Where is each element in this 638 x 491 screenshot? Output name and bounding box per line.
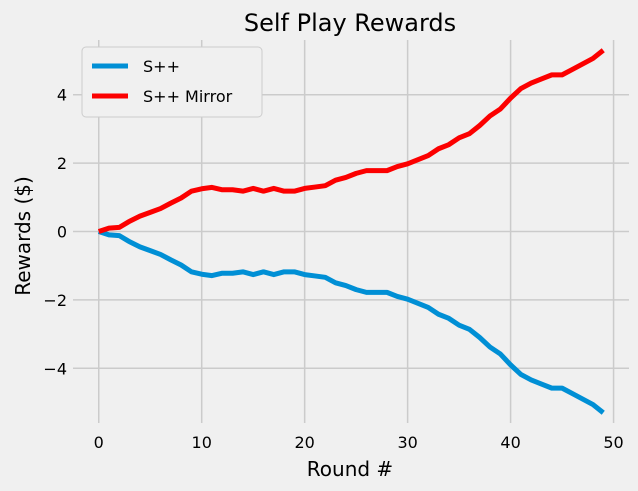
x-tick-label: 0 xyxy=(94,433,104,452)
legend-label-s-plus-plus: S++ xyxy=(143,57,180,76)
x-axis-label: Round # xyxy=(307,457,393,481)
series-line-s-plus-plus-mirror xyxy=(97,48,605,234)
series-line-s-plus-plus xyxy=(97,229,605,415)
y-tick-label: 4 xyxy=(57,86,67,105)
legend: S++ S++ Mirror xyxy=(81,46,263,118)
x-tick-label: 10 xyxy=(192,433,212,452)
y-tick-label: −4 xyxy=(43,359,67,378)
legend-label-s-plus-plus-mirror: S++ Mirror xyxy=(143,87,233,106)
grid xyxy=(73,40,629,423)
x-tick-label: 20 xyxy=(294,433,314,452)
x-tick-labels: 0 10 20 30 40 50 xyxy=(94,433,624,452)
x-tick-label: 50 xyxy=(603,433,623,452)
y-tick-label: 0 xyxy=(57,223,67,242)
y-tick-labels: −4 −2 0 2 4 xyxy=(43,86,67,379)
y-tick-label: 2 xyxy=(57,154,67,173)
y-tick-label: −2 xyxy=(43,291,67,310)
x-tick-label: 30 xyxy=(397,433,417,452)
y-axis-label: Rewards ($) xyxy=(11,176,35,296)
chart-title: Self Play Rewards xyxy=(244,9,456,37)
series-layer xyxy=(97,48,605,415)
x-tick-label: 40 xyxy=(500,433,520,452)
